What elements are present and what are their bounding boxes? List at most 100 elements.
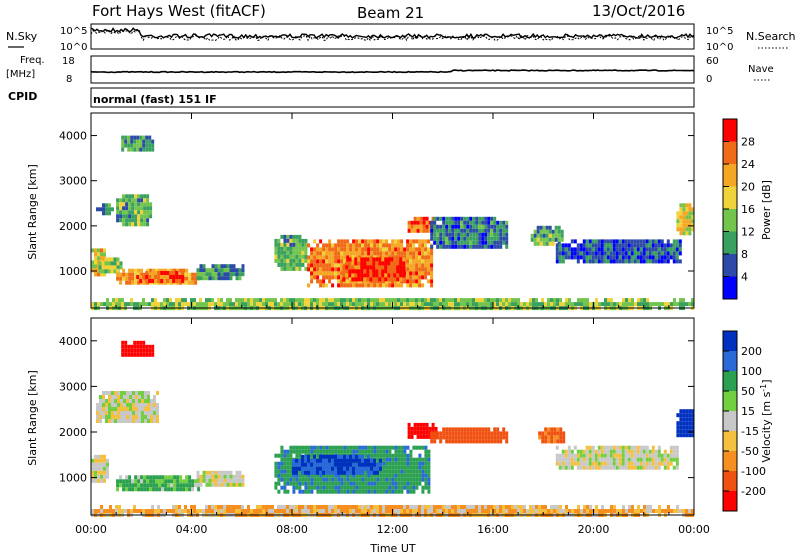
power-cell-6 — [430, 271, 434, 276]
velocity-cell-3 — [334, 481, 338, 486]
power-ytick-4000: 4000 — [59, 130, 87, 143]
velocity-cell-1 — [170, 475, 174, 480]
power-cell-6 — [379, 247, 383, 252]
power-cell-6 — [322, 267, 326, 272]
power-cell-6 — [418, 279, 422, 284]
power-cell-9 — [487, 236, 491, 241]
velocity-cell-12 — [532, 509, 535, 513]
power-cell-9 — [496, 236, 500, 241]
power-cell-16 — [460, 298, 463, 303]
power-cell-6 — [340, 251, 344, 256]
velocity-cell-4 — [325, 470, 328, 475]
velocity-cell-11 — [124, 352, 128, 357]
velocity-cell-8 — [570, 461, 574, 466]
power-cell-16 — [112, 298, 115, 303]
velocity-cell-3 — [364, 469, 368, 474]
velocity-cell-3 — [388, 465, 392, 470]
power-colorbar-tick-8: 8 — [741, 248, 748, 261]
power-cell-0 — [94, 264, 97, 269]
velocity-cell-12 — [277, 509, 280, 513]
power-cell-11 — [642, 251, 646, 256]
power-cell-13 — [128, 198, 132, 203]
velocity-cell-2 — [223, 478, 227, 483]
power-cell-6 — [382, 243, 386, 248]
velocity-cell-10 — [135, 395, 138, 399]
time-xtick-2: 08:00 — [276, 523, 308, 536]
power-cell-2 — [128, 276, 132, 281]
power-cell-11 — [654, 243, 658, 248]
velocity-cell-4 — [331, 458, 334, 463]
power-cell-10 — [545, 241, 549, 246]
velocity-cell-1 — [158, 479, 162, 484]
velocity-cell-6 — [433, 439, 437, 444]
velocity-cell-6 — [487, 431, 491, 436]
velocity-cell-6 — [457, 439, 461, 444]
power-cell-6 — [385, 251, 389, 256]
velocity-cell-3 — [343, 485, 347, 490]
velocity-cell-3 — [421, 457, 425, 462]
velocity-cell-7 — [550, 431, 554, 436]
velocity-cell-3 — [322, 485, 326, 490]
velocity-cell-2 — [199, 482, 203, 487]
power-cell-6 — [346, 247, 350, 252]
velocity-cell-3 — [280, 485, 284, 490]
power-cell-16 — [415, 298, 418, 303]
velocity-cell-6 — [475, 439, 479, 444]
velocity-cell-10 — [105, 407, 108, 411]
power-cell-7 — [393, 265, 397, 270]
power-cell-9 — [499, 240, 503, 245]
velocity-cell-1 — [155, 483, 159, 488]
power-cell-9 — [451, 232, 455, 237]
power-cell-13 — [140, 202, 144, 207]
velocity-cell-1 — [146, 487, 150, 492]
velocity-cell-3 — [340, 449, 344, 454]
power-cell-6 — [385, 283, 389, 288]
power-cell-15 — [148, 143, 152, 148]
power-cell-6 — [307, 263, 311, 268]
power-cell-16 — [229, 298, 232, 303]
power-cell-16 — [610, 302, 613, 307]
power-cell-9 — [430, 244, 434, 249]
power-cell-13 — [122, 214, 126, 219]
velocity-cell-12 — [511, 509, 514, 513]
power-cell-9 — [448, 216, 452, 221]
power-cell-9 — [454, 232, 458, 237]
power-cell-13 — [116, 210, 120, 215]
power-cell-7 — [402, 261, 406, 266]
power-cell-4 — [202, 276, 206, 281]
power-cell-9 — [457, 220, 461, 225]
velocity-cell-12 — [172, 505, 175, 509]
power-cell-11 — [576, 243, 580, 248]
power-cell-11 — [570, 247, 574, 252]
velocity-cell-8 — [648, 465, 652, 470]
velocity-cell-11 — [136, 352, 140, 357]
velocity-cell-8 — [558, 457, 562, 462]
power-cell-14 — [102, 203, 105, 208]
power-cell-6 — [322, 283, 326, 288]
velocity-cell-3 — [394, 485, 398, 490]
power-cell-10 — [542, 229, 546, 234]
power-cell-12 — [682, 223, 686, 228]
power-cell-16 — [490, 302, 493, 307]
velocity-cell-3 — [409, 481, 413, 486]
power-cell-16 — [124, 302, 127, 307]
power-cell-16 — [208, 302, 211, 307]
power-cell-6 — [334, 275, 338, 280]
velocity-cell-3 — [322, 449, 326, 454]
velocity-cell-3 — [364, 473, 368, 478]
power-cell-16 — [505, 302, 508, 307]
power-cell-11 — [597, 251, 601, 256]
power-cell-6 — [343, 247, 347, 252]
velocity-cell-12 — [262, 509, 265, 513]
velocity-cell-6 — [439, 435, 443, 440]
velocity-cell-3 — [331, 477, 335, 482]
power-cell-0 — [103, 248, 106, 253]
power-cell-6 — [331, 275, 335, 280]
velocity-cell-12 — [457, 505, 460, 509]
power-cell-15 — [148, 135, 152, 140]
velocity-cell-1 — [149, 479, 153, 484]
velocity-cell-8 — [648, 457, 652, 462]
velocity-cell-8 — [636, 445, 640, 450]
power-cell-16 — [589, 302, 592, 307]
